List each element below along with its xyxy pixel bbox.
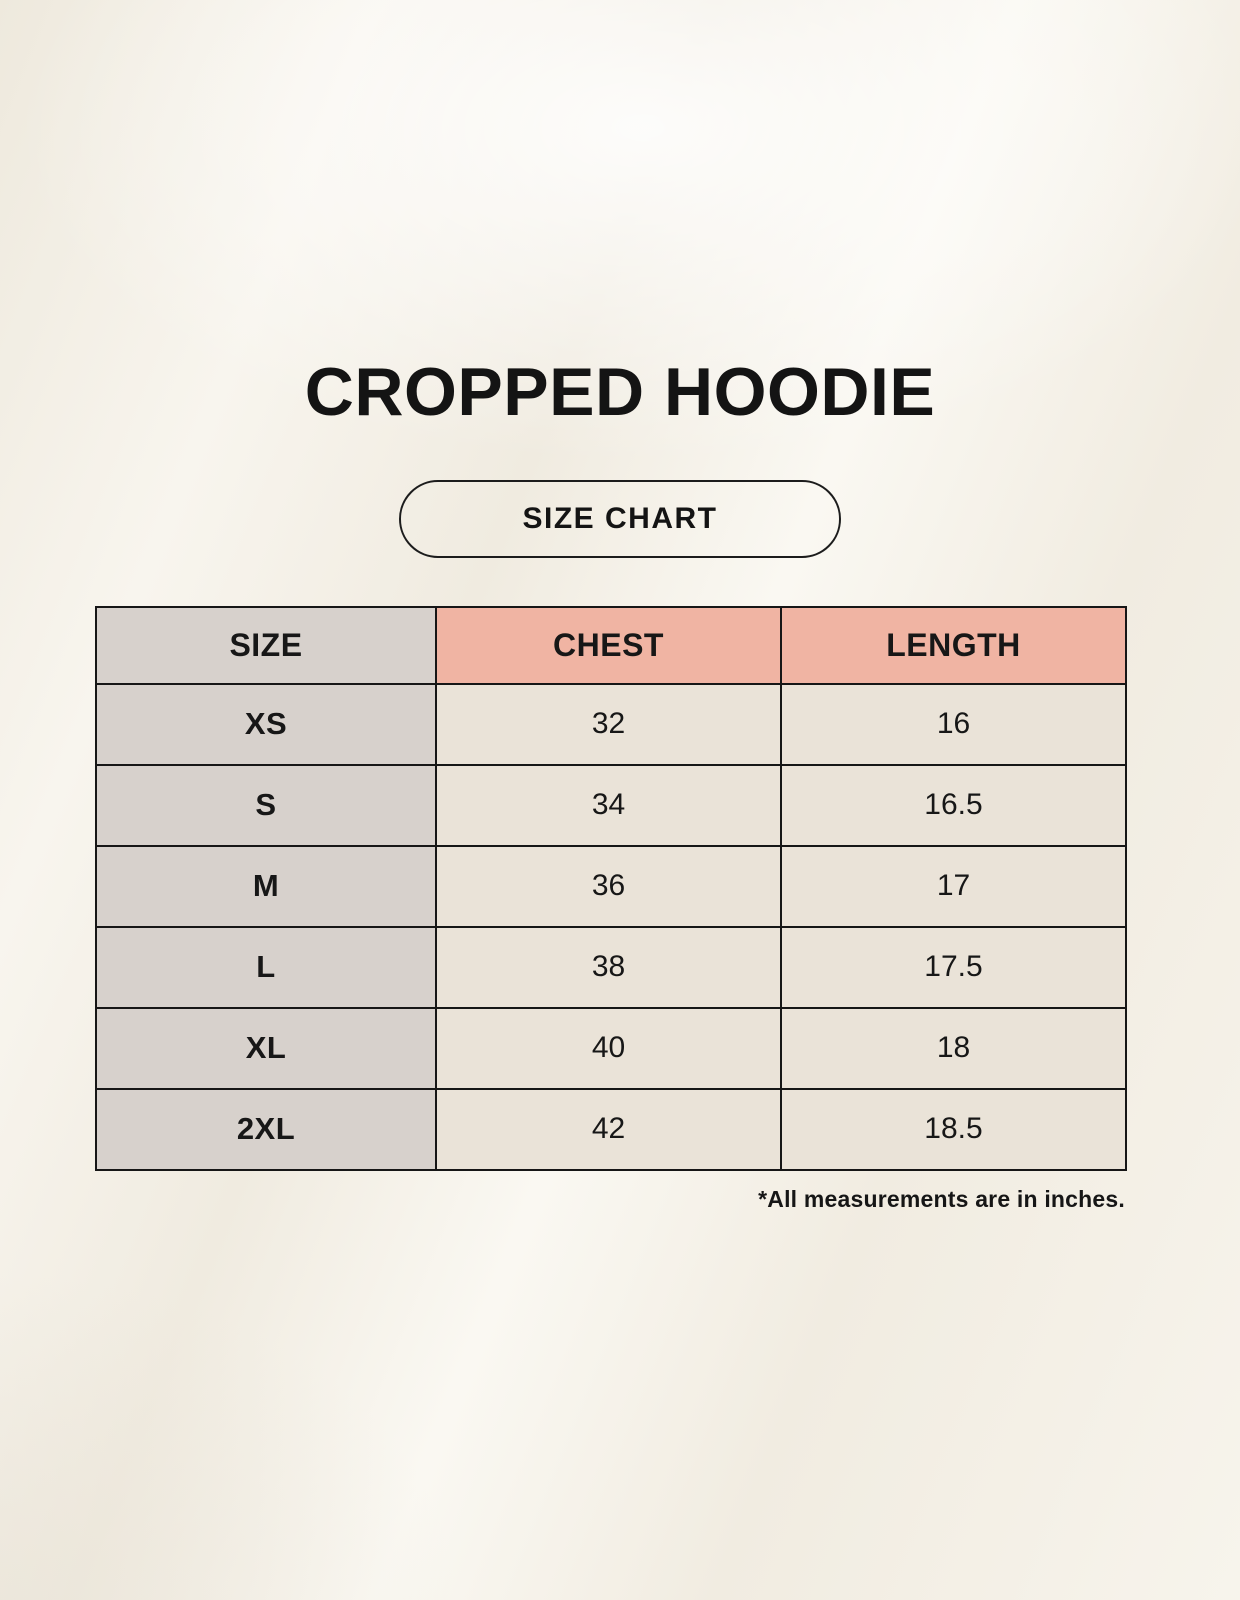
size-cell: M — [95, 844, 437, 928]
chest-cell: 40 — [435, 1006, 782, 1090]
table-row: 2XL 42 18.5 — [95, 1087, 1127, 1171]
size-cell: L — [95, 925, 437, 1009]
length-cell: 16.5 — [780, 763, 1127, 847]
chest-cell: 32 — [435, 682, 782, 766]
chest-cell: 34 — [435, 763, 782, 847]
chest-cell: 38 — [435, 925, 782, 1009]
size-chart-button[interactable]: SIZE CHART — [399, 479, 841, 558]
length-cell: 16 — [780, 682, 1127, 766]
table-row: M 36 17 — [95, 844, 1127, 928]
size-cell: XL — [95, 1006, 437, 1090]
column-header-chest: CHEST — [435, 605, 782, 685]
column-header-size: SIZE — [95, 605, 437, 685]
size-cell: 2XL — [95, 1087, 437, 1171]
chest-cell: 36 — [435, 844, 782, 928]
table-row: S 34 16.5 — [95, 763, 1127, 847]
table-row: L 38 17.5 — [95, 925, 1127, 1009]
measurements-note: *All measurements are in inches. — [758, 1185, 1125, 1212]
size-cell: XS — [95, 682, 437, 766]
size-chart-badge-container: SIZE CHART — [0, 479, 1240, 558]
table-row: XS 32 16 — [95, 682, 1127, 766]
table-header-row: SIZE CHEST LENGTH — [95, 605, 1127, 685]
length-cell: 17 — [780, 844, 1127, 928]
length-cell: 18.5 — [780, 1087, 1127, 1171]
table-row: XL 40 18 — [95, 1006, 1127, 1090]
chest-cell: 42 — [435, 1087, 782, 1171]
length-cell: 17.5 — [780, 925, 1127, 1009]
length-cell: 18 — [780, 1006, 1127, 1090]
product-title: CROPPED HOODIE — [304, 354, 936, 430]
size-cell: S — [95, 763, 437, 847]
column-header-length: LENGTH — [780, 605, 1127, 685]
size-chart-table: SIZE CHEST LENGTH XS 32 16 S 34 16.5 M 3… — [95, 605, 1127, 1171]
